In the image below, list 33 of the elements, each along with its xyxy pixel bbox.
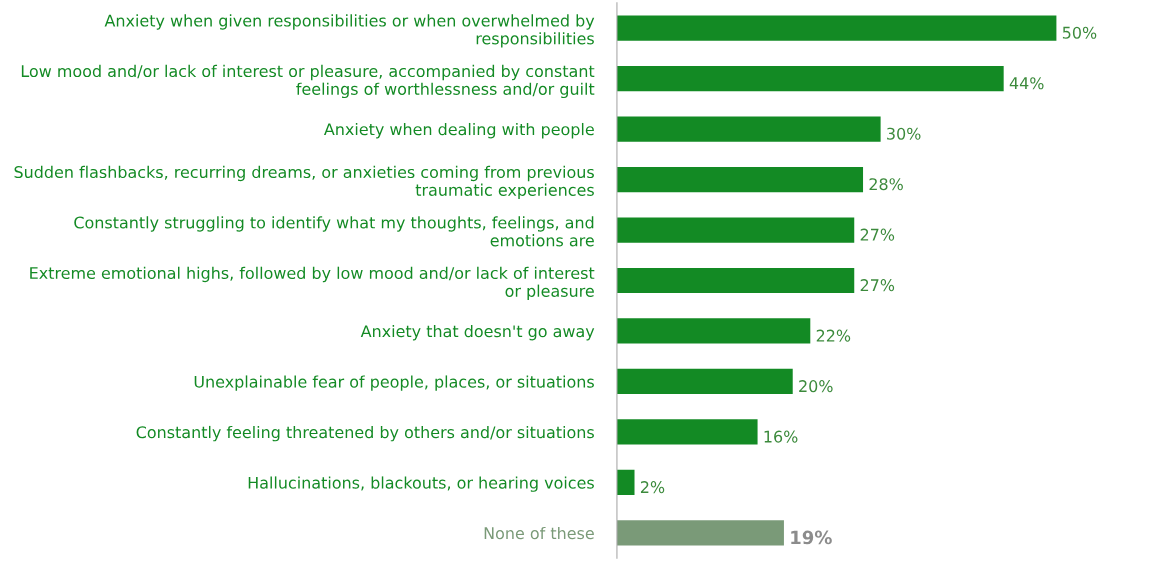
bar xyxy=(616,267,855,294)
data-label: 30% xyxy=(887,127,921,140)
y-tick-label: Constantly feeling threatened by others and/or situations xyxy=(136,425,594,442)
bar xyxy=(616,520,784,546)
y-tick-label: Unexplainable fear of people, places, or situations xyxy=(194,375,594,391)
bar xyxy=(616,419,758,445)
bar xyxy=(616,15,1057,41)
bar xyxy=(616,166,864,193)
bar xyxy=(616,65,1004,92)
data-label: 27% xyxy=(860,228,895,241)
y-tick-label: None of these xyxy=(484,526,594,540)
y-tick-label: Low mood and/or lack of interest or pleasure, accompanied by constant feelings of worthlessness and/or guilt xyxy=(21,64,595,99)
data-label: 20% xyxy=(799,380,833,393)
bar xyxy=(616,469,635,496)
bar xyxy=(616,217,855,243)
y-tick-label: Extreme emotional highs, followed by low mood and/or lack of interest or pleasure xyxy=(30,266,595,301)
y-tick-label: Constantly struggling to identify what my thoughts, feelings, and emotions are xyxy=(74,216,594,247)
bar xyxy=(616,116,881,142)
bar xyxy=(616,318,811,344)
y-tick-label: Anxiety that doesn't go away xyxy=(360,324,595,341)
data-label: 28% xyxy=(869,178,903,191)
data-label: 50% xyxy=(1062,26,1097,39)
bar xyxy=(616,368,793,395)
data-label: 16% xyxy=(764,430,798,443)
data-label: 2% xyxy=(640,481,665,494)
data-label: 44% xyxy=(1009,77,1044,90)
y-tick-label: Anxiety when dealing with people xyxy=(323,122,594,139)
data-label: 22% xyxy=(816,329,851,342)
data-label: 27% xyxy=(860,279,895,292)
data-label: 19% xyxy=(791,530,832,545)
y-tick-label: Hallucinations, blackouts, or hearing voices xyxy=(248,476,594,492)
y-tick-label: Sudden flashbacks, recurring dreams, or anxieties coming from previous traumatic experiences xyxy=(14,165,594,200)
y-tick-label: Anxiety when given responsibilities or when overwhelmed by responsibilities xyxy=(104,14,595,48)
